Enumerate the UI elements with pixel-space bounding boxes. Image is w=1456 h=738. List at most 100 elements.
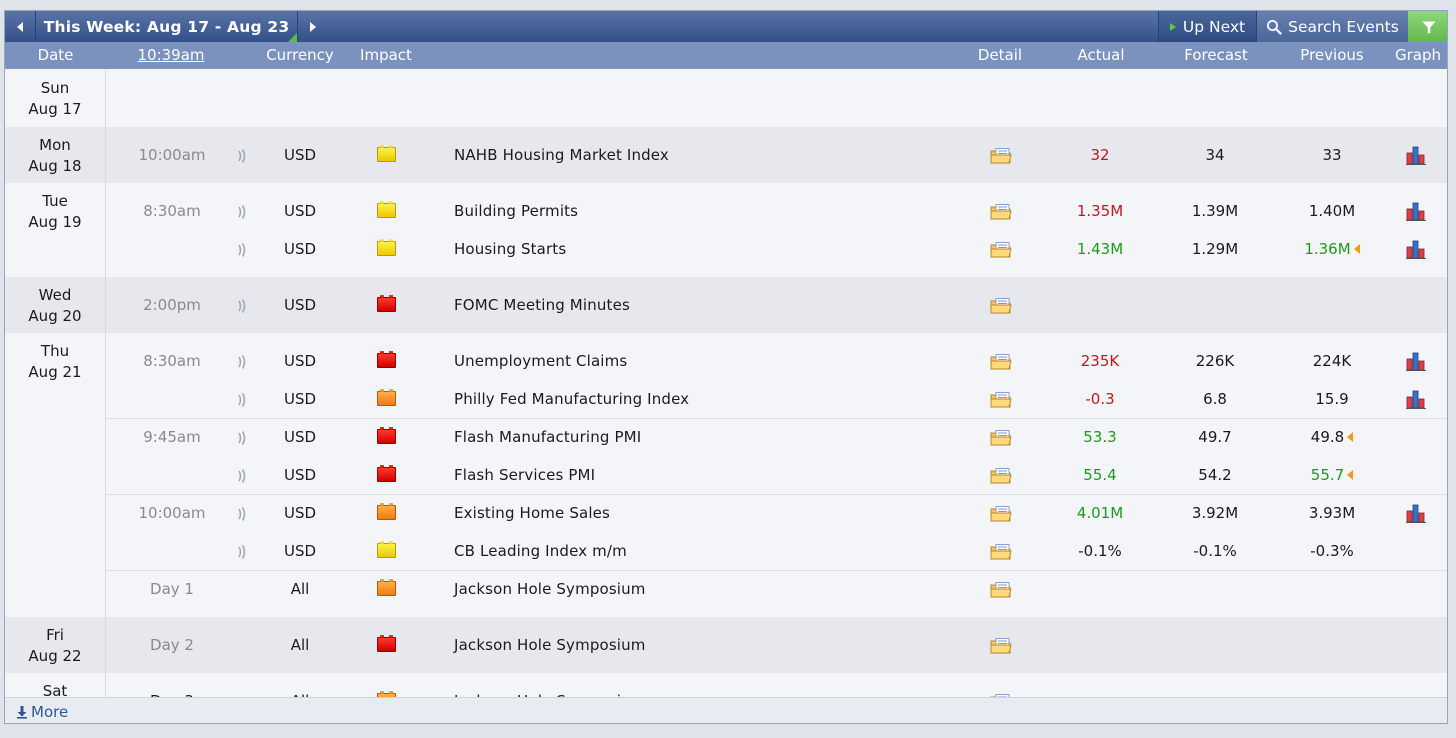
event-detail-button[interactable] — [980, 570, 1022, 608]
event-title[interactable]: FOMC Meeting Minutes — [454, 296, 630, 314]
current-time-link[interactable]: 10:39am — [137, 46, 205, 64]
event-title[interactable]: Housing Starts — [454, 240, 567, 258]
sound-alert-toggle[interactable] — [232, 380, 252, 418]
event-detail-button[interactable] — [980, 286, 1022, 324]
event-row[interactable]: Day 2 All Jackson Hole Symposium — [5, 626, 1447, 664]
event-detail-button[interactable] — [980, 626, 1022, 664]
more-link[interactable]: More — [16, 698, 68, 723]
folder-detail-icon — [990, 203, 1012, 219]
event-graph-button[interactable] — [1401, 230, 1431, 268]
event-row[interactable]: Day 1 All Jackson Hole Symposium — [5, 570, 1447, 608]
event-previous: 1.40M — [1280, 192, 1384, 230]
event-detail-button[interactable] — [980, 342, 1022, 380]
event-time: 10:00am — [138, 146, 206, 164]
event-row[interactable]: 8:30am USD Building Permits 1.35M 1.39M 1.40M — [5, 192, 1447, 230]
event-previous — [1280, 570, 1384, 608]
event-title[interactable]: NAHB Housing Market Index — [454, 146, 669, 164]
up-next-button[interactable]: Up Next — [1158, 11, 1256, 42]
event-graph-button[interactable] — [1401, 136, 1431, 174]
event-forecast — [1165, 286, 1265, 324]
next-week-button[interactable] — [297, 11, 328, 42]
impact-yellow-icon — [376, 201, 396, 218]
event-detail-button[interactable] — [980, 418, 1022, 456]
search-events-button[interactable]: Search Events — [1256, 11, 1408, 42]
prev-week-button[interactable] — [5, 11, 36, 42]
event-previous-value: 33 — [1322, 146, 1342, 164]
event-title[interactable]: CB Leading Index m/m — [454, 542, 627, 560]
event-forecast: -0.1% — [1193, 542, 1237, 560]
sound-alert-toggle[interactable] — [232, 532, 252, 570]
sound-alert-toggle[interactable] — [232, 456, 252, 494]
event-title[interactable]: Existing Home Sales — [454, 504, 611, 522]
event-row[interactable]: USD Housing Starts 1.43M 1.29M 1.36M — [5, 230, 1447, 268]
event-detail-button[interactable] — [980, 494, 1022, 532]
filter-button[interactable] — [1408, 11, 1447, 42]
day-cell: Mon Aug 18 — [5, 127, 106, 183]
event-row[interactable]: USD CB Leading Index m/m -0.1% -0.1% -0.3% — [5, 532, 1447, 570]
impact-cell — [365, 286, 407, 324]
impact-cell — [365, 570, 407, 608]
event-title[interactable]: Philly Fed Manufacturing Index — [454, 390, 690, 408]
sound-alert-toggle[interactable] — [232, 192, 252, 230]
event-row[interactable]: 10:00am USD Existing Home Sales 4.01M 3.92M 3… — [5, 494, 1447, 532]
event-actual: -0.3 — [1085, 390, 1115, 408]
event-detail-button[interactable] — [980, 192, 1022, 230]
event-detail-button[interactable] — [980, 230, 1022, 268]
event-title[interactable]: Building Permits — [454, 202, 579, 220]
day-row: Mon Aug 18 10:00am USD NAHB Housing Market I… — [5, 127, 1447, 183]
event-forecast: 226K — [1195, 352, 1235, 370]
event-title[interactable]: Unemployment Claims — [454, 352, 628, 370]
sound-icon — [238, 242, 246, 257]
sound-alert-toggle[interactable] — [232, 136, 252, 174]
folder-detail-icon — [990, 467, 1012, 483]
event-row[interactable]: 9:45am USD Flash Manufacturing PMI 53.3 49.7… — [5, 418, 1447, 456]
sound-alert-toggle[interactable] — [232, 418, 252, 456]
event-actual — [1050, 626, 1150, 664]
bar-graph-icon — [1406, 390, 1426, 409]
event-title[interactable]: Flash Services PMI — [454, 466, 596, 484]
event-time: 9:45am — [143, 428, 201, 446]
sound-alert-toggle[interactable] — [232, 494, 252, 532]
event-detail-button[interactable] — [980, 456, 1022, 494]
event-title[interactable]: Flash Manufacturing PMI — [454, 428, 642, 446]
event-forecast — [1165, 570, 1265, 608]
event-currency: USD — [283, 146, 317, 164]
revised-flag-icon — [1347, 431, 1354, 442]
event-row[interactable]: 2:00pm USD FOMC Meeting Minutes — [5, 286, 1447, 324]
event-row[interactable]: USD Flash Services PMI 55.4 54.2 55.7 — [5, 456, 1447, 494]
event-detail-button[interactable] — [980, 136, 1022, 174]
event-detail-button[interactable] — [980, 532, 1022, 570]
download-arrow-icon — [17, 706, 27, 719]
impact-red-icon — [376, 427, 396, 444]
day-date: Aug 18 — [28, 157, 82, 175]
bar-graph-icon — [1406, 240, 1426, 259]
event-title[interactable]: Jackson Hole Symposium — [454, 580, 646, 598]
event-row[interactable]: 10:00am USD NAHB Housing Market Index 32 34 3… — [5, 136, 1447, 174]
day-of-week: Sun — [40, 79, 70, 97]
event-detail-button[interactable] — [980, 380, 1022, 418]
event-row[interactable]: USD Philly Fed Manufacturing Index -0.3 6.8… — [5, 380, 1447, 418]
event-graph-button[interactable] — [1401, 342, 1431, 380]
event-currency: USD — [283, 296, 317, 314]
event-graph-button[interactable] — [1401, 192, 1431, 230]
day-cell: Wed Aug 20 — [5, 277, 106, 333]
folder-detail-icon — [990, 637, 1012, 653]
event-previous-value: 3.93M — [1308, 504, 1356, 522]
event-graph-button[interactable] — [1401, 380, 1431, 418]
sound-alert-toggle[interactable] — [232, 230, 252, 268]
impact-cell — [365, 380, 407, 418]
day-cell: Sun Aug 17 — [5, 69, 106, 127]
week-toolbar: This Week: Aug 17 - Aug 23 Up Next Searc… — [5, 11, 1447, 42]
day-of-week: Thu — [40, 342, 70, 360]
impact-cell — [365, 626, 407, 664]
event-forecast: 1.39M — [1191, 202, 1239, 220]
event-title[interactable]: Jackson Hole Symposium — [454, 636, 646, 654]
sound-alert-toggle[interactable] — [232, 342, 252, 380]
week-title[interactable]: This Week: Aug 17 - Aug 23 — [36, 11, 297, 42]
sound-alert-toggle[interactable] — [232, 286, 252, 324]
event-graph-button[interactable] — [1401, 494, 1431, 532]
column-previous: Previous — [1300, 46, 1364, 64]
event-time: 2:00pm — [143, 296, 201, 314]
event-row[interactable]: 8:30am USD Unemployment Claims 235K 226K 224K — [5, 342, 1447, 380]
day-row: Fri Aug 22 Day 2 All Jackson Hole Symposium — [5, 617, 1447, 673]
